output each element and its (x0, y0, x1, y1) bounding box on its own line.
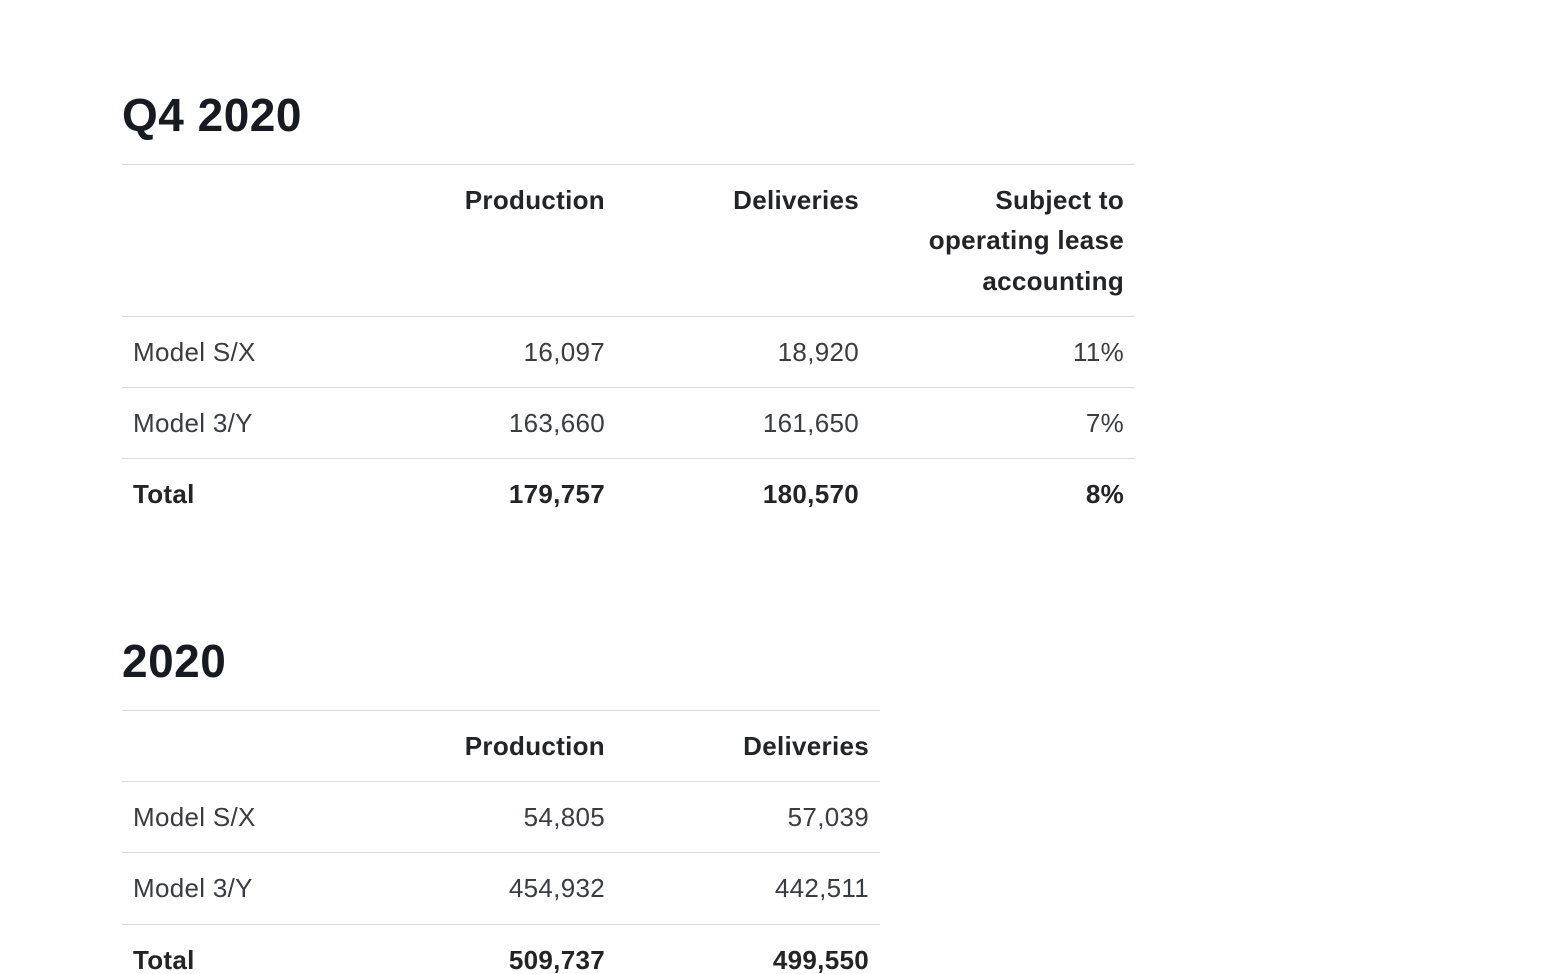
table-header-row: Production Deliveries (122, 710, 880, 782)
table-row-model-3y: Model 3/Y 454,932 442,511 (122, 853, 880, 925)
production-cell: 509,737 (508, 944, 605, 974)
lease-cell: 8% (1085, 479, 1124, 510)
deliveries-cell: 18,920 (777, 336, 859, 367)
table-row-total: Total 509,737 499,550 (122, 924, 880, 974)
production-cell: 454,932 (508, 873, 605, 904)
row-label: Total (133, 944, 195, 974)
lease-cell: 11% (1072, 336, 1124, 367)
row-label: Model S/X (133, 336, 256, 367)
row-label: Model 3/Y (133, 873, 253, 904)
production-cell: 54,805 (523, 802, 605, 833)
lease-cell: 7% (1085, 408, 1124, 439)
column-header-lease: Subject to operating lease accounting (870, 165, 1135, 317)
production-cell: 16,097 (523, 336, 605, 367)
deliveries-cell: 499,550 (772, 944, 869, 974)
section-title-2020: 2020 (122, 634, 227, 687)
column-header-lease-text: Subject to operating lease accounting (928, 185, 1124, 296)
deliveries-cell: 180,570 (762, 479, 859, 510)
table-header-row: Production Deliveries Subject to operati… (122, 164, 1135, 317)
table-row-model-sx: Model S/X 16,097 18,920 11% (122, 316, 1135, 388)
production-cell: 179,757 (508, 479, 605, 510)
deliveries-cell: 442,511 (774, 873, 869, 904)
production-cell: 163,660 (508, 408, 605, 439)
table-row-model-3y: Model 3/Y 163,660 161,650 7% (122, 388, 1135, 459)
deliveries-cell: 161,650 (762, 408, 859, 439)
column-header-deliveries: Deliveries (743, 730, 869, 761)
column-header-label (122, 165, 372, 317)
column-header-production: Production (464, 185, 605, 215)
column-header-deliveries: Deliveries (733, 185, 859, 215)
deliveries-cell: 57,039 (787, 802, 869, 833)
q4-2020-production-deliveries-table: Production Deliveries Subject to operati… (122, 164, 1135, 530)
column-header-production: Production (464, 730, 605, 761)
section-title-q4-2020: Q4 2020 (122, 89, 302, 141)
table-row-model-sx: Model S/X 54,805 57,039 (122, 782, 880, 853)
row-label: Model S/X (133, 802, 256, 833)
row-label: Model 3/Y (133, 408, 253, 439)
table-row-total: Total 179,757 180,570 8% (122, 459, 1135, 530)
column-header-label (122, 710, 372, 781)
row-label: Total (133, 479, 195, 510)
fy-2020-production-deliveries-table: Production Deliveries Model S/X 54,805 5… (122, 710, 880, 974)
